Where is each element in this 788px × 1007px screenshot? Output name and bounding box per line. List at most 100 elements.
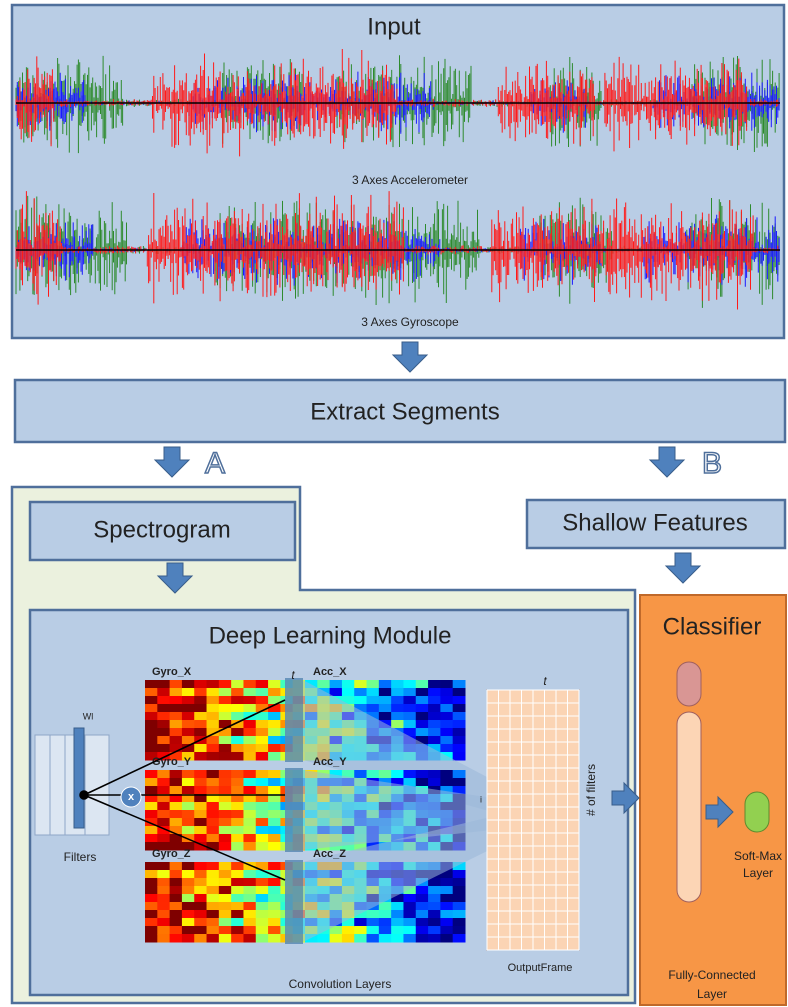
heat-cell: [181, 926, 195, 935]
filter-arrows: [79, 699, 286, 881]
heat-cell: [440, 778, 454, 787]
heat-cell: [268, 786, 281, 795]
heat-cell: [231, 786, 244, 795]
heat-cell: [428, 770, 441, 779]
classifier-nodes: [676, 661, 770, 903]
heat-cell: [440, 910, 454, 919]
heat-cell: [145, 794, 158, 803]
heat-cell: [218, 902, 232, 911]
heat-cell: [206, 712, 220, 721]
heat-cell: [181, 770, 195, 779]
branch-b: B: [702, 447, 722, 480]
heat-cell: [243, 736, 257, 745]
heat-cell: [428, 934, 441, 943]
heat-cell: [440, 918, 454, 927]
down-arrow: [648, 446, 686, 478]
heat-cell: [194, 870, 208, 879]
heat-cell: [181, 744, 195, 753]
heat-cell: [157, 910, 171, 919]
heat-cell: [157, 842, 171, 851]
heat-cell: [243, 862, 257, 871]
heat-cell: [428, 910, 441, 919]
heat-cell: [157, 878, 171, 887]
heat-cell: [440, 886, 454, 895]
heat-cell: [206, 862, 220, 871]
down-arrow: [156, 562, 194, 594]
heat-cell: [243, 688, 257, 697]
heat-cell: [231, 934, 244, 943]
heat-cell: [255, 834, 269, 843]
heat-cell: [231, 720, 244, 729]
heat-cell: [206, 794, 220, 803]
heat-cell: [255, 704, 269, 713]
heat-cell: [391, 696, 404, 705]
heat-cell: [157, 934, 171, 943]
heat-cell: [255, 720, 269, 729]
heat-cell: [145, 696, 158, 705]
heat-cell: [169, 902, 183, 911]
heat-cell: [218, 688, 232, 697]
heat-cell: [378, 712, 392, 721]
heat-cell: [206, 688, 220, 697]
heat-cell: [428, 720, 441, 729]
heat-cell: [391, 902, 404, 911]
heat-cell: [255, 736, 269, 745]
heat-cell: [243, 878, 257, 887]
heat-cell: [218, 818, 232, 827]
heat-cell: [218, 926, 232, 935]
heat-cell: [231, 794, 244, 803]
heat-cell: [218, 886, 232, 895]
heat-cell: [428, 918, 441, 927]
heat-cell: [428, 878, 441, 887]
heat-cell: [440, 720, 454, 729]
heat-cell: [169, 818, 183, 827]
heat-cell: [145, 802, 158, 811]
heat-cell: [255, 810, 269, 819]
heat-cell: [268, 736, 281, 745]
fc-label: Fully-Connected: [668, 968, 755, 982]
heat-cell: [194, 696, 208, 705]
heat-cell: [305, 680, 318, 689]
heat-cell: [255, 752, 269, 761]
heat-cell: [231, 736, 244, 745]
heat-cell: [169, 802, 183, 811]
heat-cell: [231, 910, 244, 919]
heat-cell: [169, 842, 183, 851]
heat-cell: [243, 834, 257, 843]
heat-cell: [181, 704, 195, 713]
heat-cell: [194, 910, 208, 919]
heat-cell: [452, 680, 466, 689]
heat-cell: [268, 826, 281, 835]
heat-cell: [354, 910, 368, 919]
heat-cell: [231, 818, 244, 827]
heat-cell: [194, 786, 208, 795]
spectrogram-box: [28, 500, 297, 562]
heat-cell: [157, 834, 171, 843]
heat-cell: [145, 810, 158, 819]
heat-cell: [268, 894, 281, 903]
heat-cell: [218, 696, 232, 705]
down-arrow: [153, 446, 191, 478]
heat-cell: [415, 696, 429, 705]
heat-cell: [329, 934, 343, 943]
heat-cell: [181, 736, 195, 745]
heat-cell: [145, 818, 158, 827]
heat-cell: [145, 902, 158, 911]
heat-cell: [181, 894, 195, 903]
heat-cell: [243, 902, 257, 911]
heat-cell: [157, 752, 171, 761]
heat-cell: [341, 696, 355, 705]
heat-cell: [366, 680, 380, 689]
heat-cell: [415, 712, 429, 721]
heat-cell: [231, 712, 244, 721]
heat-cell: [391, 934, 404, 943]
heat-cell: [378, 688, 392, 697]
heat-cell: [145, 910, 158, 919]
softmax-label: Layer: [743, 866, 773, 880]
heat-cell: [403, 886, 417, 895]
multiply-node: [120, 786, 142, 808]
heat-cell: [255, 934, 269, 943]
heat-cell: [366, 712, 380, 721]
heat-cell: [157, 810, 171, 819]
heat-cell: [169, 704, 183, 713]
